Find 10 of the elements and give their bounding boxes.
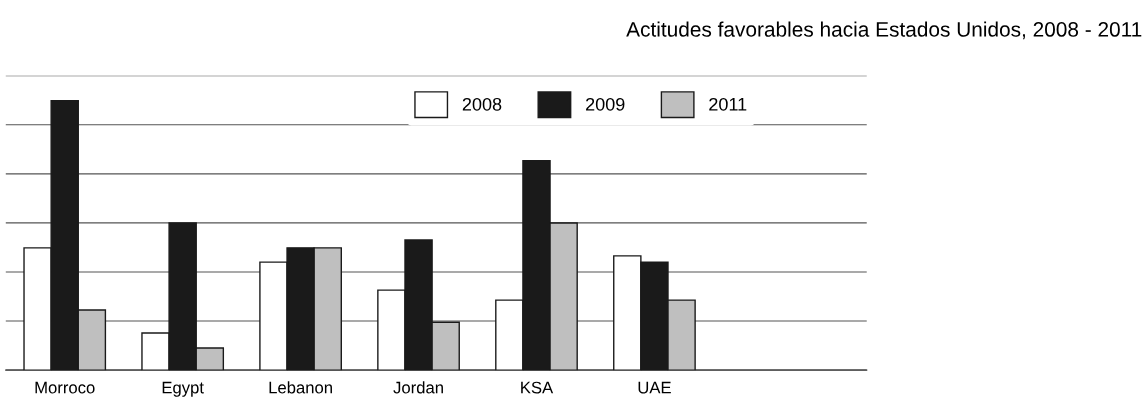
x-tick-label: Jordan	[393, 381, 443, 394]
x-tick-label: Lebanon	[269, 381, 332, 394]
legend-label: 2011	[709, 97, 747, 111]
x-tick-label: Morroco	[35, 381, 95, 394]
x-tick-label: KSA	[521, 381, 554, 394]
legend-label: 2008	[462, 97, 502, 111]
x-tick-label: Egypt	[162, 381, 204, 397]
x-tick-label: UAE	[638, 381, 671, 394]
legend-label: 2009	[586, 97, 625, 111]
text: Actitudes favorables hacia Estados Unidos, 2008 - 2011	[626, 21, 1142, 40]
